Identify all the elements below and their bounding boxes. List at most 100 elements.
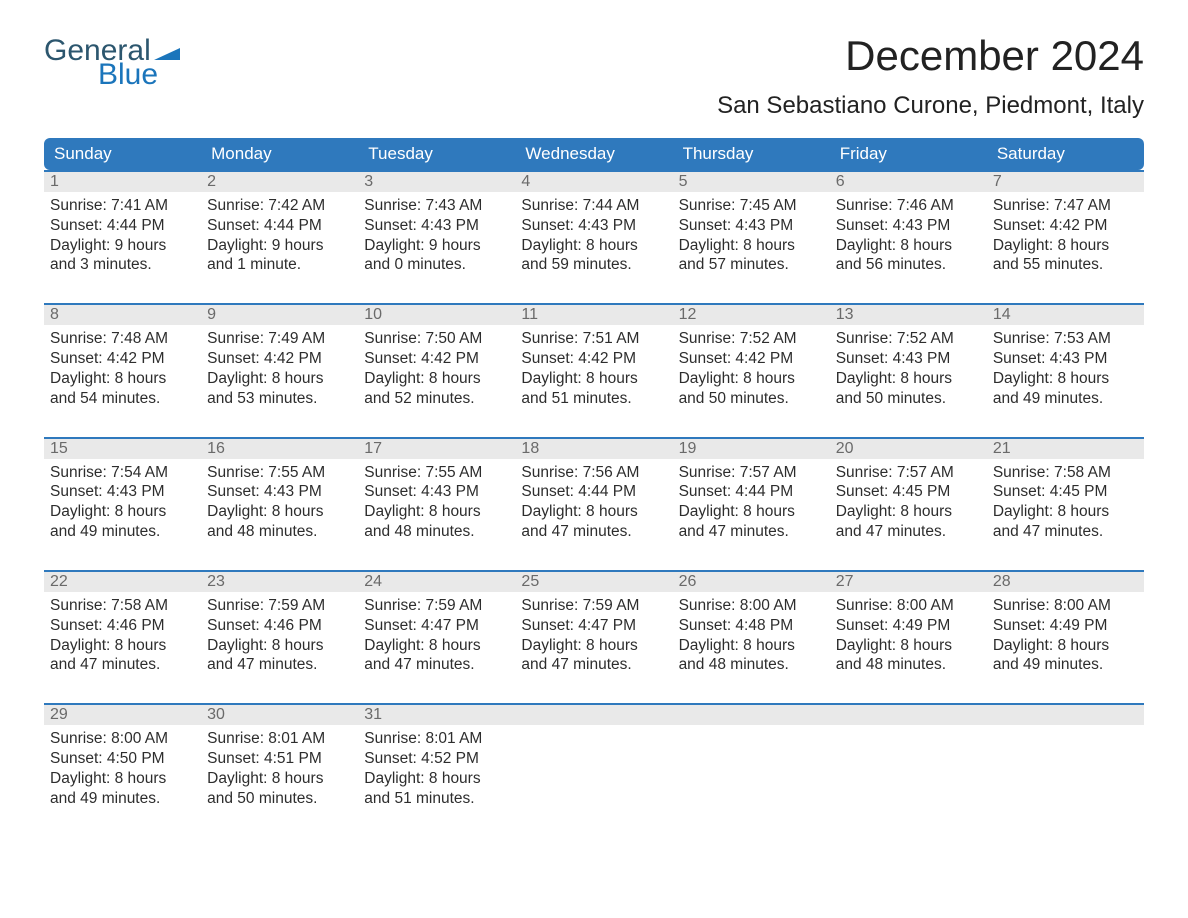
date-strip: 3 bbox=[358, 170, 515, 192]
title-block: December 2024 San Sebastiano Curone, Pie… bbox=[717, 32, 1144, 120]
sunrise: Sunrise: 8:00 AM bbox=[679, 596, 824, 616]
sunset: Sunset: 4:49 PM bbox=[836, 616, 981, 636]
daylight-line-2: and 50 minutes. bbox=[836, 389, 981, 409]
date-strip: 15 bbox=[44, 437, 201, 459]
daylight-line-1: Daylight: 8 hours bbox=[679, 369, 824, 389]
sunrise: Sunrise: 8:01 AM bbox=[207, 729, 352, 749]
daylight-line-1: Daylight: 8 hours bbox=[364, 502, 509, 522]
sunrise: Sunrise: 7:55 AM bbox=[364, 463, 509, 483]
day-header: Thursday bbox=[673, 138, 830, 170]
day-cell: Sunrise: 7:59 AMSunset: 4:47 PMDaylight:… bbox=[358, 592, 515, 703]
sunset: Sunset: 4:50 PM bbox=[50, 749, 195, 769]
date-strip: 31 bbox=[358, 703, 515, 725]
sunset: Sunset: 4:51 PM bbox=[207, 749, 352, 769]
daylight-line-1: Daylight: 8 hours bbox=[207, 636, 352, 656]
date-strip: 9 bbox=[201, 303, 358, 325]
sunrise: Sunrise: 8:01 AM bbox=[364, 729, 509, 749]
date-strip: 7 bbox=[987, 170, 1144, 192]
date-strip: 30 bbox=[201, 703, 358, 725]
daylight-line-1: Daylight: 8 hours bbox=[364, 369, 509, 389]
daylight-line-2: and 48 minutes. bbox=[207, 522, 352, 542]
sunset: Sunset: 4:48 PM bbox=[679, 616, 824, 636]
sunrise: Sunrise: 7:49 AM bbox=[207, 329, 352, 349]
daylight-line-2: and 47 minutes. bbox=[836, 522, 981, 542]
day-header: Wednesday bbox=[515, 138, 672, 170]
day-cell: Sunrise: 7:52 AMSunset: 4:42 PMDaylight:… bbox=[673, 325, 830, 436]
daylight-line-1: Daylight: 8 hours bbox=[364, 636, 509, 656]
day-header: Monday bbox=[201, 138, 358, 170]
sunrise: Sunrise: 7:57 AM bbox=[679, 463, 824, 483]
daylight-line-2: and 47 minutes. bbox=[207, 655, 352, 675]
daylight-line-2: and 54 minutes. bbox=[50, 389, 195, 409]
day-cell: Sunrise: 7:57 AMSunset: 4:44 PMDaylight:… bbox=[673, 459, 830, 570]
day-cell: Sunrise: 7:59 AMSunset: 4:46 PMDaylight:… bbox=[201, 592, 358, 703]
sunrise: Sunrise: 7:45 AM bbox=[679, 196, 824, 216]
sunset: Sunset: 4:52 PM bbox=[364, 749, 509, 769]
daylight-line-1: Daylight: 8 hours bbox=[679, 502, 824, 522]
date-strip bbox=[673, 703, 830, 725]
daylight-line-2: and 48 minutes. bbox=[679, 655, 824, 675]
day-cell: Sunrise: 7:58 AMSunset: 4:46 PMDaylight:… bbox=[44, 592, 201, 703]
date-strip: 16 bbox=[201, 437, 358, 459]
day-cell: Sunrise: 7:52 AMSunset: 4:43 PMDaylight:… bbox=[830, 325, 987, 436]
sunrise: Sunrise: 7:58 AM bbox=[50, 596, 195, 616]
sunset: Sunset: 4:42 PM bbox=[207, 349, 352, 369]
date-strip: 25 bbox=[515, 570, 672, 592]
day-cell bbox=[830, 725, 987, 739]
sunset: Sunset: 4:43 PM bbox=[993, 349, 1138, 369]
date-strip: 28 bbox=[987, 570, 1144, 592]
daylight-line-2: and 48 minutes. bbox=[364, 522, 509, 542]
sunset: Sunset: 4:44 PM bbox=[207, 216, 352, 236]
daylight-line-1: Daylight: 8 hours bbox=[521, 369, 666, 389]
daylight-line-1: Daylight: 8 hours bbox=[521, 236, 666, 256]
daylight-line-2: and 47 minutes. bbox=[521, 655, 666, 675]
sunset: Sunset: 4:43 PM bbox=[50, 482, 195, 502]
sunset: Sunset: 4:43 PM bbox=[679, 216, 824, 236]
daylight-line-2: and 52 minutes. bbox=[364, 389, 509, 409]
daylight-line-2: and 0 minutes. bbox=[364, 255, 509, 275]
daylight-line-1: Daylight: 8 hours bbox=[50, 769, 195, 789]
sunrise: Sunrise: 7:43 AM bbox=[364, 196, 509, 216]
daylight-line-2: and 51 minutes. bbox=[521, 389, 666, 409]
daylight-line-2: and 57 minutes. bbox=[679, 255, 824, 275]
day-cell: Sunrise: 7:59 AMSunset: 4:47 PMDaylight:… bbox=[515, 592, 672, 703]
date-strip bbox=[830, 703, 987, 725]
sunrise: Sunrise: 8:00 AM bbox=[993, 596, 1138, 616]
day-cell: Sunrise: 8:00 AMSunset: 4:48 PMDaylight:… bbox=[673, 592, 830, 703]
daylight-line-2: and 53 minutes. bbox=[207, 389, 352, 409]
daylight-line-2: and 47 minutes. bbox=[364, 655, 509, 675]
daylight-line-2: and 49 minutes. bbox=[993, 655, 1138, 675]
day-cell bbox=[673, 725, 830, 739]
date-strip: 27 bbox=[830, 570, 987, 592]
sunrise: Sunrise: 7:41 AM bbox=[50, 196, 195, 216]
sunrise: Sunrise: 7:58 AM bbox=[993, 463, 1138, 483]
day-cell: Sunrise: 7:50 AMSunset: 4:42 PMDaylight:… bbox=[358, 325, 515, 436]
daylight-line-1: Daylight: 8 hours bbox=[364, 769, 509, 789]
daylight-line-1: Daylight: 8 hours bbox=[993, 636, 1138, 656]
daylight-line-1: Daylight: 8 hours bbox=[207, 769, 352, 789]
sunset: Sunset: 4:45 PM bbox=[836, 482, 981, 502]
daylight-line-1: Daylight: 8 hours bbox=[50, 369, 195, 389]
daylight-line-1: Daylight: 8 hours bbox=[993, 236, 1138, 256]
date-strip: 29 bbox=[44, 703, 201, 725]
sunset: Sunset: 4:43 PM bbox=[364, 482, 509, 502]
day-cell: Sunrise: 7:44 AMSunset: 4:43 PMDaylight:… bbox=[515, 192, 672, 303]
day-cell: Sunrise: 7:48 AMSunset: 4:42 PMDaylight:… bbox=[44, 325, 201, 436]
daylight-line-2: and 49 minutes. bbox=[993, 389, 1138, 409]
daylight-line-1: Daylight: 9 hours bbox=[207, 236, 352, 256]
date-strip: 26 bbox=[673, 570, 830, 592]
sunrise: Sunrise: 7:56 AM bbox=[521, 463, 666, 483]
sunrise: Sunrise: 7:51 AM bbox=[521, 329, 666, 349]
day-cell: Sunrise: 7:51 AMSunset: 4:42 PMDaylight:… bbox=[515, 325, 672, 436]
date-strip: 10 bbox=[358, 303, 515, 325]
sunset: Sunset: 4:42 PM bbox=[50, 349, 195, 369]
daylight-line-1: Daylight: 8 hours bbox=[521, 636, 666, 656]
sunrise: Sunrise: 7:59 AM bbox=[207, 596, 352, 616]
sunset: Sunset: 4:45 PM bbox=[993, 482, 1138, 502]
date-strip: 19 bbox=[673, 437, 830, 459]
date-strip bbox=[987, 703, 1144, 725]
sunrise: Sunrise: 7:44 AM bbox=[521, 196, 666, 216]
daylight-line-1: Daylight: 8 hours bbox=[679, 236, 824, 256]
date-strip: 17 bbox=[358, 437, 515, 459]
header: General Blue December 2024 San Sebastian… bbox=[44, 32, 1144, 120]
